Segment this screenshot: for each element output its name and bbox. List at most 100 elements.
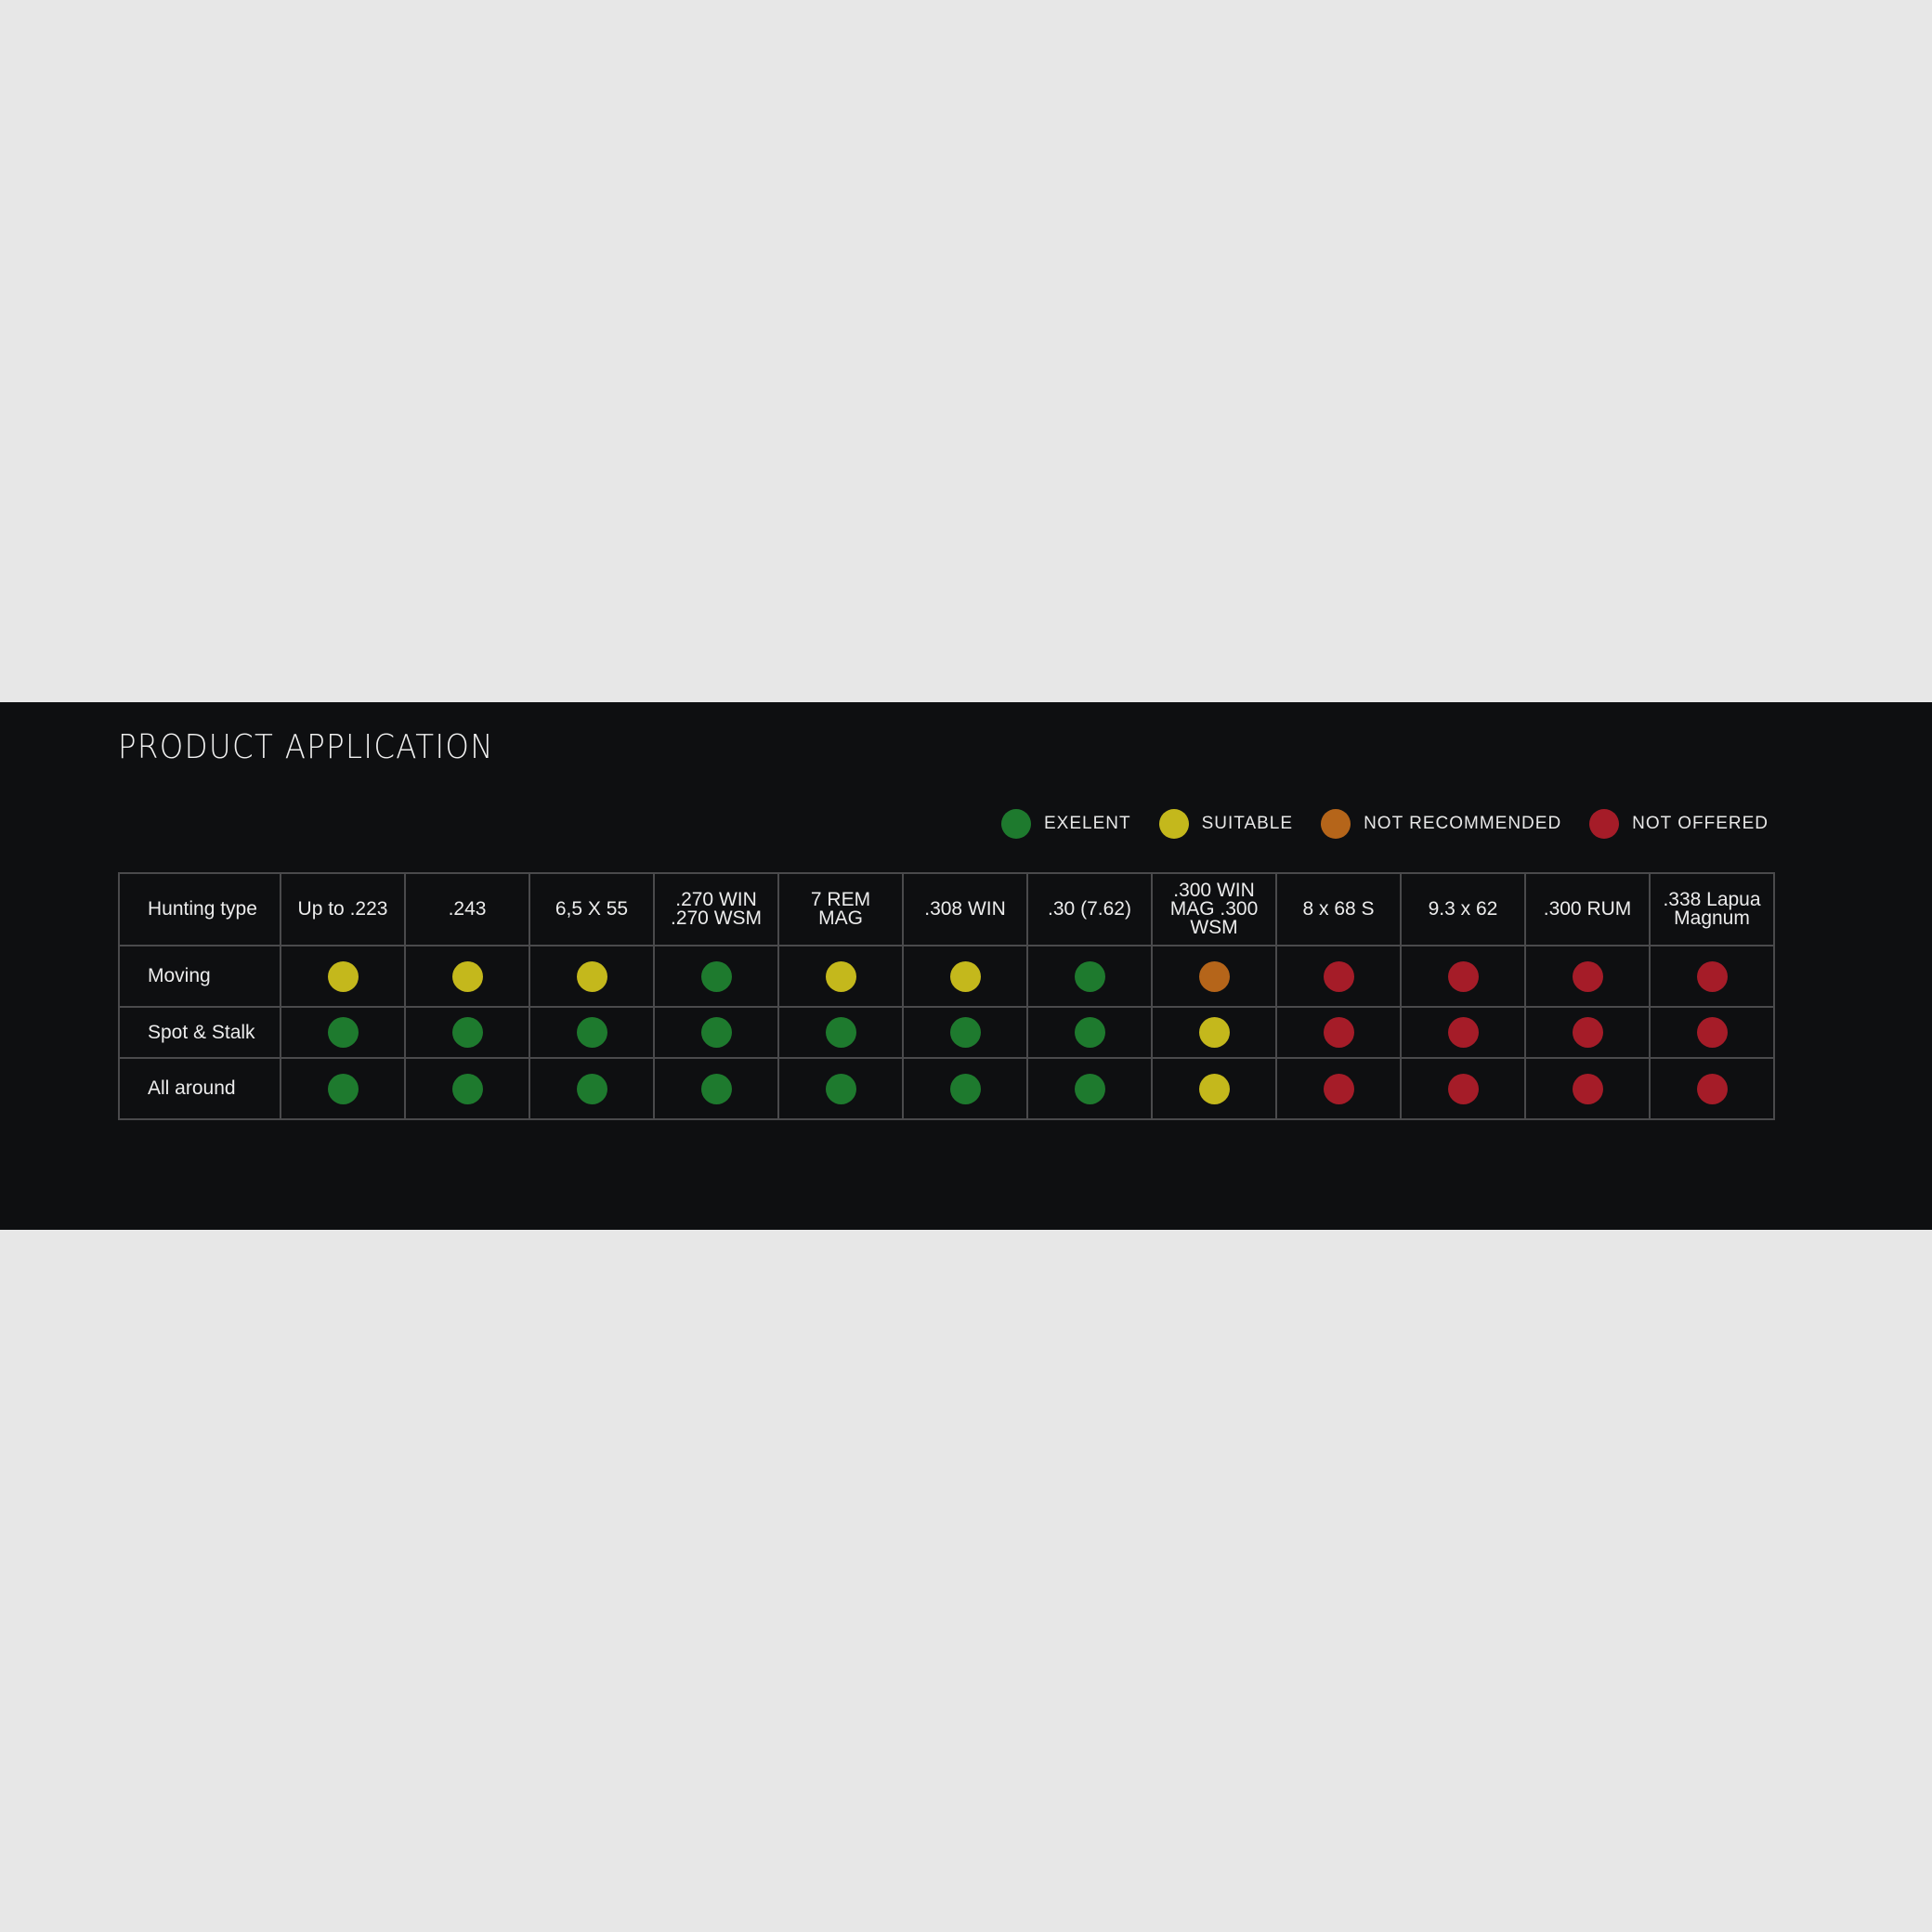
column-header: .30 (7.62): [1026, 872, 1153, 946]
rating-dot-excellent: [1074, 960, 1105, 992]
rating-cell: [1649, 1057, 1775, 1120]
table-header-row: Hunting type Up to .223.243 6,5 X 55.270 …: [118, 872, 1775, 946]
rating-cell: [529, 1057, 655, 1120]
rating-cell: [1400, 945, 1526, 1008]
row-label: All around: [118, 1057, 281, 1120]
rating-cell: [777, 1006, 904, 1059]
legend-dot-icon: [1321, 809, 1351, 839]
column-header: .243: [404, 872, 530, 946]
rating-dot-suitable: [451, 960, 483, 992]
rating-dot-excellent: [825, 1017, 856, 1048]
rating-cell: [1026, 1057, 1153, 1120]
rating-dot-not-recommended: [1198, 960, 1230, 992]
legend-dot-icon: [1589, 809, 1620, 839]
section-title: PRODUCT APPLICATION: [118, 728, 494, 766]
rating-cell: [1026, 1006, 1153, 1059]
rating-cell: [404, 1057, 530, 1120]
rating-cell: [1151, 1006, 1277, 1059]
rating-cell: [902, 945, 1028, 1008]
rating-cell: [529, 945, 655, 1008]
rating-dot-excellent: [451, 1017, 483, 1048]
rating-dot-excellent: [576, 1017, 607, 1048]
rating-dot-not-offered: [1572, 1073, 1603, 1104]
column-header: 7 REM MAG: [777, 872, 904, 946]
table-row: Moving: [118, 945, 1775, 1008]
rating-cell: [902, 1057, 1028, 1120]
legend-item-excellent: EXELENT: [1001, 809, 1131, 839]
rating-dot-suitable: [825, 960, 856, 992]
rating-cell: [1275, 945, 1402, 1008]
legend-item-suitable: SUITABLE: [1158, 809, 1294, 839]
product-application-table: Hunting type Up to .223.243 6,5 X 55.270 …: [118, 872, 1775, 1120]
rating-cell: [1151, 945, 1277, 1008]
rating-dot-excellent: [327, 1073, 359, 1104]
rating-cell: [1026, 945, 1153, 1008]
rating-dot-excellent: [825, 1073, 856, 1104]
column-header: 6,5 X 55: [529, 872, 655, 946]
rating-dot-not-offered: [1447, 1073, 1479, 1104]
rating-cell: [653, 945, 779, 1008]
rating-cell: [653, 1006, 779, 1059]
rating-cell: [902, 1006, 1028, 1059]
legend-item-not-offered: NOT OFFERED: [1589, 809, 1769, 839]
rating-dot-excellent: [1074, 1017, 1105, 1048]
rating-cell: [777, 945, 904, 1008]
column-header: .300 WIN MAG .300 WSM: [1151, 872, 1277, 946]
rating-cell: [280, 1057, 406, 1120]
legend-dot-icon: [1158, 809, 1189, 839]
legend-label: NOT RECOMMENDED: [1364, 814, 1562, 833]
table-row: Spot & Stalk: [118, 1006, 1775, 1059]
hunting-type-header: Hunting type: [118, 872, 281, 946]
rating-dot-not-offered: [1323, 960, 1354, 992]
rating-cell: [1524, 1057, 1651, 1120]
rating-cell: [1649, 1006, 1775, 1059]
rating-dot-not-offered: [1572, 1017, 1603, 1048]
legend-item-not-recommended: NOT RECOMMENDED: [1321, 809, 1561, 839]
rating-cell: [280, 945, 406, 1008]
rating-cell: [1275, 1057, 1402, 1120]
column-header: .300 RUM: [1524, 872, 1651, 946]
legend-label: SUITABLE: [1201, 814, 1294, 833]
rating-dot-excellent: [700, 1017, 732, 1048]
rating-dot-suitable: [1198, 1073, 1230, 1104]
column-header: 9.3 x 62: [1400, 872, 1526, 946]
rating-cell: [1524, 1006, 1651, 1059]
rating-cell: [1400, 1057, 1526, 1120]
row-label: Spot & Stalk: [118, 1006, 281, 1059]
rating-cell: [404, 1006, 530, 1059]
rating-cell: [280, 1006, 406, 1059]
rating-cell: [1400, 1006, 1526, 1059]
rating-dot-not-offered: [1447, 1017, 1479, 1048]
rating-dot-not-offered: [1323, 1073, 1354, 1104]
rating-cell: [1275, 1006, 1402, 1059]
rating-dot-suitable: [949, 960, 981, 992]
rating-dot-excellent: [700, 960, 732, 992]
table-row: All around: [118, 1057, 1775, 1120]
column-header: .270 WIN .270 WSM: [653, 872, 779, 946]
rating-dot-not-offered: [1323, 1017, 1354, 1048]
column-header: 8 x 68 S: [1275, 872, 1402, 946]
rating-dot-suitable: [327, 960, 359, 992]
rating-cell: [777, 1057, 904, 1120]
rating-dot-not-offered: [1572, 960, 1603, 992]
rating-dot-suitable: [1198, 1017, 1230, 1048]
rating-dot-not-offered: [1696, 960, 1728, 992]
legend-label: NOT OFFERED: [1632, 814, 1769, 833]
rating-dot-not-offered: [1696, 1073, 1728, 1104]
rating-cell: [529, 1006, 655, 1059]
rating-cell: [1524, 945, 1651, 1008]
column-header: .338 Lapua Magnum: [1649, 872, 1775, 946]
rating-dot-excellent: [327, 1017, 359, 1048]
column-header: Up to .223: [280, 872, 406, 946]
row-label: Moving: [118, 945, 281, 1008]
rating-cell: [1151, 1057, 1277, 1120]
rating-cell: [404, 945, 530, 1008]
column-header: .308 WIN: [902, 872, 1028, 946]
rating-dot-not-offered: [1696, 1017, 1728, 1048]
legend: EXELENT SUITABLE NOT RECOMMENDED NOT OFFERE…: [1001, 809, 1769, 839]
rating-dot-not-offered: [1447, 960, 1479, 992]
rating-dot-excellent: [451, 1073, 483, 1104]
rating-dot-excellent: [576, 1073, 607, 1104]
rating-dot-excellent: [1074, 1073, 1105, 1104]
rating-dot-suitable: [576, 960, 607, 992]
